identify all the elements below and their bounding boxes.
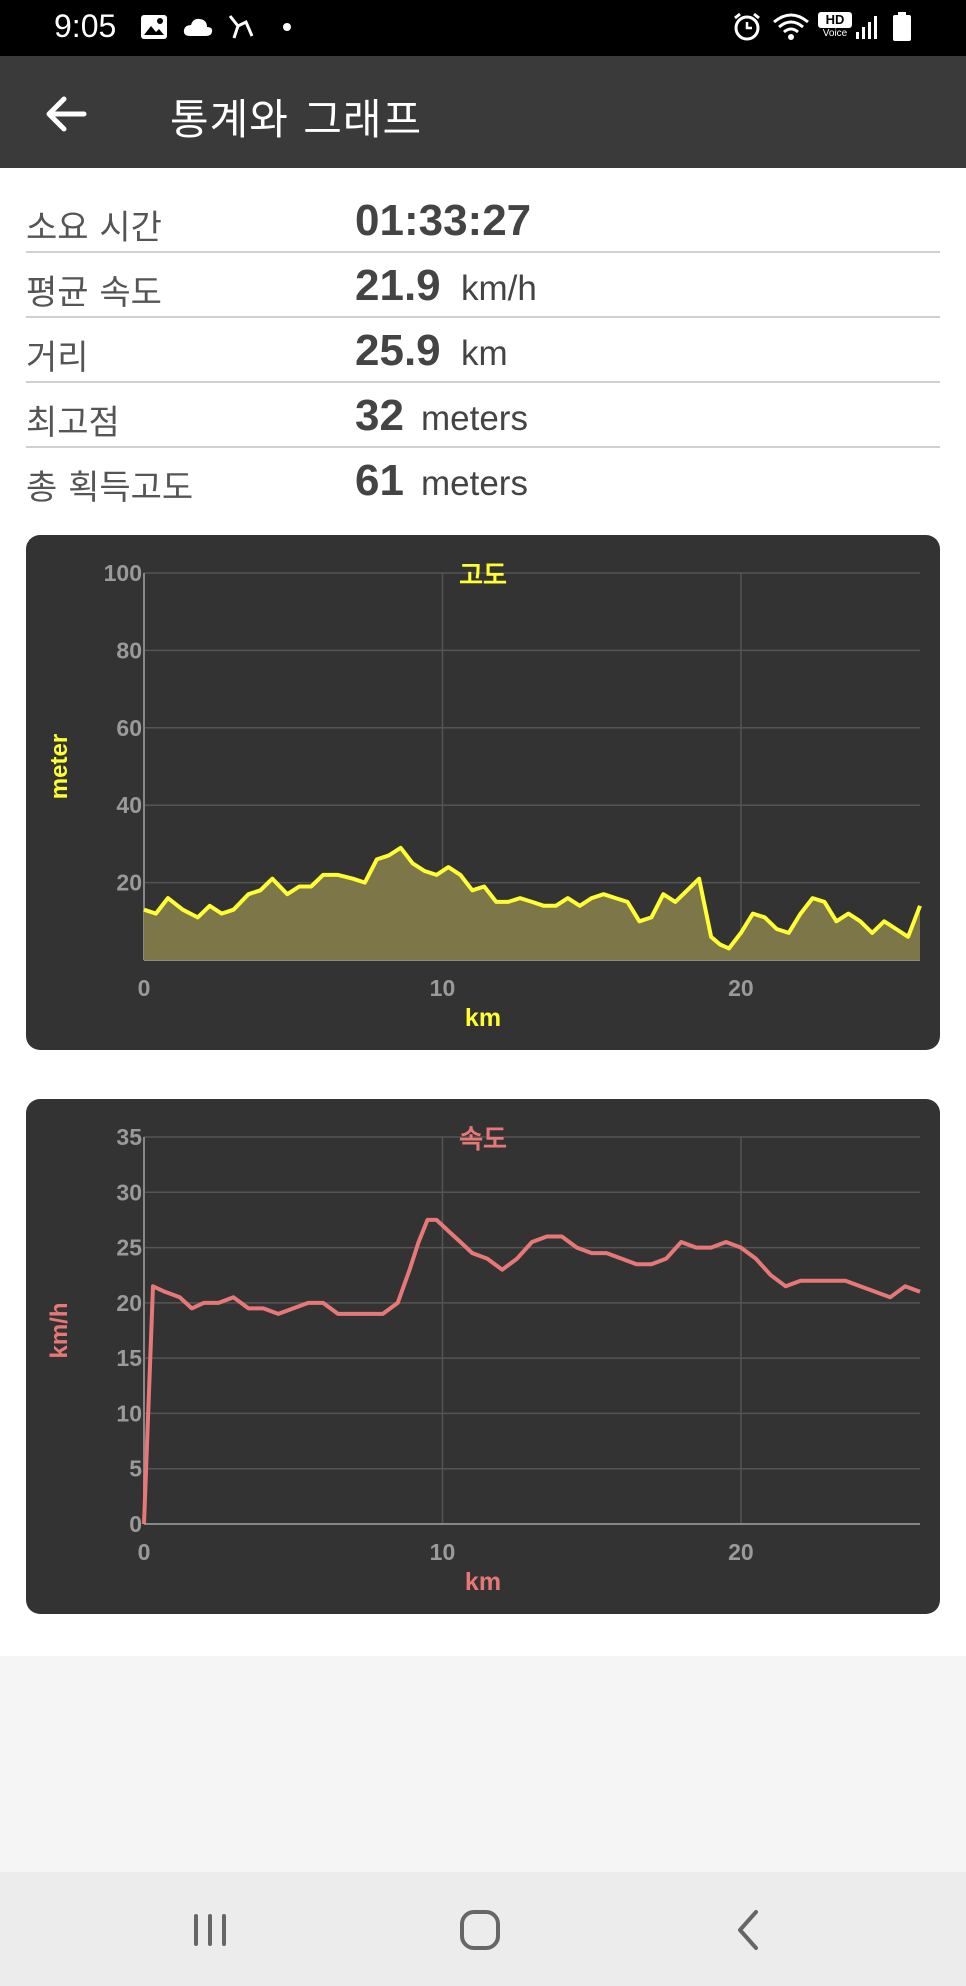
wifi-icon <box>773 13 809 40</box>
hd-label: HD <box>818 12 852 28</box>
x-tick-label: 0 <box>138 975 151 1001</box>
stat-value: 01:33:27 <box>355 196 532 245</box>
stat-value: 21.9 <box>355 261 441 310</box>
stat-unit: meters <box>421 464 528 503</box>
x-axis-label: km <box>465 1004 501 1032</box>
speed-chart-svg: 0 5 10 15 20 25 30 35 0 10 20 속도 km km/h <box>46 1124 921 1596</box>
stat-unit: meters <box>421 399 528 438</box>
battery-icon <box>893 12 911 41</box>
elevation-chart: 20 40 60 80 100 0 10 20 고도 km meter <box>26 535 940 1050</box>
stat-row-elevation-gain: 총 획득고도 61 meters <box>26 448 940 511</box>
x-tick-label: 0 <box>138 1539 151 1565</box>
x-tick-label: 10 <box>430 1539 456 1565</box>
stat-value: 25.9 <box>355 326 441 375</box>
y-tick-label: 5 <box>129 1456 142 1482</box>
y-tick-label: 0 <box>129 1511 142 1537</box>
back-icon[interactable] <box>722 1902 778 1958</box>
y-axis-label: km/h <box>46 1302 73 1358</box>
y-tick-label: 40 <box>116 792 142 818</box>
stat-row-distance: 거리 25.9 km <box>26 318 940 383</box>
y-tick-label: 20 <box>116 1290 142 1316</box>
speed-chart: 0 5 10 15 20 25 30 35 0 10 20 속도 km km/h <box>26 1099 940 1614</box>
x-axis-label: km <box>465 1568 501 1596</box>
y-tick-label: 100 <box>104 560 142 586</box>
y-tick-label: 20 <box>116 870 142 896</box>
recent-apps-icon[interactable] <box>182 1902 238 1958</box>
y-tick-label: 80 <box>116 637 142 663</box>
stat-label: 총 획득고도 <box>26 468 194 508</box>
home-icon[interactable] <box>452 1902 508 1958</box>
stat-value: 61 <box>355 456 404 505</box>
y-tick-label: 25 <box>116 1235 142 1261</box>
navigation-bar <box>0 1872 966 1986</box>
cloud-icon <box>183 18 213 36</box>
stats-table: 소요 시간 01:33:27 평균 속도 21.9 km/h 거리 25.9 k… <box>26 188 940 511</box>
content-area: 소요 시간 01:33:27 평균 속도 21.9 km/h 거리 25.9 k… <box>0 168 966 1656</box>
dot-icon <box>283 23 291 31</box>
chart-title: 고도 <box>459 561 507 591</box>
hd-voice-icon: HD Voice <box>818 12 852 40</box>
y-tick-label: 15 <box>116 1345 142 1371</box>
stat-label: 거리 <box>26 338 89 378</box>
stat-label: 최고점 <box>26 403 120 443</box>
stat-value: 32 <box>355 391 404 440</box>
app-bar: 통계와 그래프 <box>0 56 966 168</box>
walk-icon <box>228 15 254 39</box>
stat-label: 소요 시간 <box>26 208 162 248</box>
x-tick-label: 20 <box>728 1539 754 1565</box>
y-tick-label: 30 <box>116 1179 142 1205</box>
y-tick-label: 60 <box>116 715 142 741</box>
series-line <box>143 845 922 951</box>
stat-row-max-elevation: 최고점 32 meters <box>26 383 940 448</box>
chart-title: 속도 <box>459 1125 507 1155</box>
voice-label: Voice <box>822 28 848 39</box>
x-tick-label: 10 <box>430 975 456 1001</box>
x-tick-label: 20 <box>728 975 754 1001</box>
stat-row-avg-speed: 평균 속도 21.9 km/h <box>26 253 940 318</box>
y-axis-label: meter <box>46 734 73 799</box>
signal-icon <box>856 16 877 39</box>
page-title: 통계와 그래프 <box>170 95 423 144</box>
stat-row-duration: 소요 시간 01:33:27 <box>26 188 940 253</box>
stat-label: 평균 속도 <box>26 273 162 313</box>
stat-unit: km/h <box>461 269 537 308</box>
image-icon <box>141 15 167 39</box>
y-tick-label: 10 <box>116 1400 142 1426</box>
stat-unit: km <box>461 334 508 373</box>
arrow-left-icon[interactable] <box>40 88 92 140</box>
y-tick-label: 35 <box>116 1124 142 1150</box>
alarm-icon <box>734 12 760 41</box>
status-bar: 9:05 HD Voice <box>0 0 966 56</box>
elevation-chart-svg: 20 40 60 80 100 0 10 20 고도 km meter <box>46 560 922 1032</box>
status-time: 9:05 <box>54 8 117 44</box>
series-line <box>142 1217 921 1525</box>
